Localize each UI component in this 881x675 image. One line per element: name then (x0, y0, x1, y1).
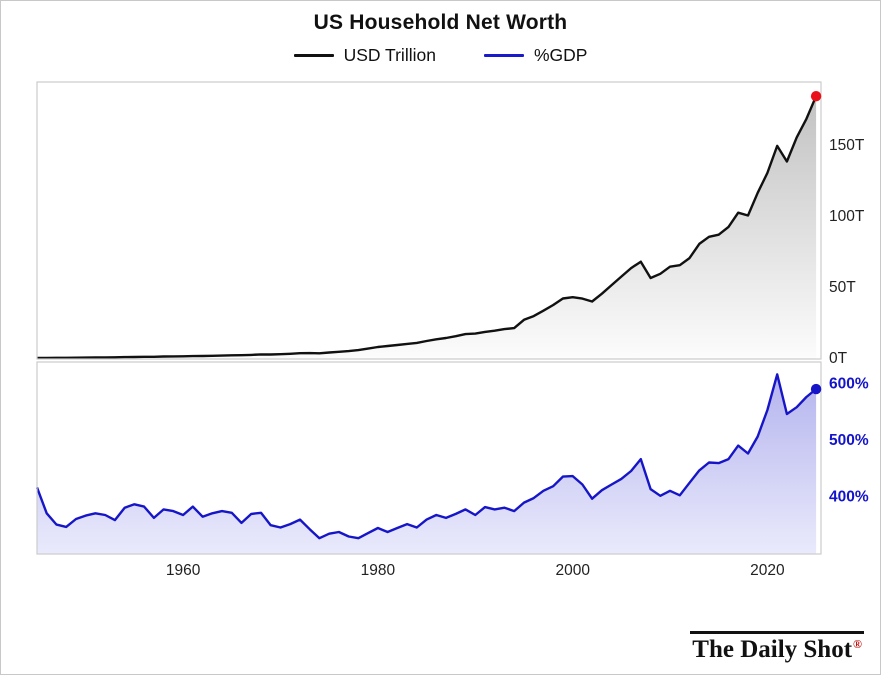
end-point-dot (810, 91, 822, 102)
legend: USD Trillion %GDP (1, 45, 880, 66)
daily-shot-text: The Daily Shot (692, 636, 853, 663)
series-line (35, 373, 817, 540)
x-tick-label: 2000 (555, 562, 590, 579)
chart-panels: 0T 50T 100T 150T 400% 500% 600% 1960 1980 2000 202… (1, 72, 880, 589)
end-point-dot (810, 383, 822, 395)
panel-border (36, 361, 822, 555)
y-tick-label: 50T (829, 279, 856, 296)
gdp-line-icon (483, 53, 524, 58)
panel-usd-trillion: 0T 50T 100T 150T (36, 81, 865, 367)
x-tick-label: 1980 (361, 562, 396, 579)
legend-label-usd-trillion: USD Trillion (343, 45, 436, 65)
y-tick-label: 500% (829, 432, 869, 449)
y-tick-label: 600% (829, 376, 869, 393)
chart-title: US Household Net Worth (313, 11, 568, 34)
y-tick-label: 150T (829, 137, 865, 154)
y-tick-label: 400% (829, 489, 869, 506)
area-fill (37, 374, 817, 554)
y-tick-label: 100T (829, 208, 865, 225)
y-tick-label: 0T (829, 350, 848, 367)
net-worth-chart: 0T 50T 100T 150T 400% 500% 600% 1960 1980 2000 202… (35, 81, 869, 579)
registered-mark-icon: ® (853, 636, 862, 651)
x-tick-label: 1960 (166, 562, 201, 579)
daily-shot-logo: The Daily Shot® (690, 631, 864, 664)
legend-label-gdp: %GDP (533, 45, 588, 65)
series-line (36, 95, 818, 360)
legend-item-usd-trillion: USD Trillion (293, 45, 436, 66)
x-tick-label: 2020 (750, 562, 785, 579)
panel--gdp: 400% 500% 600% (35, 361, 869, 555)
panel-border (36, 81, 822, 360)
area-fill (37, 96, 817, 359)
usd-trillion-line-icon (293, 53, 334, 58)
legend-item-gdp: %GDP (483, 45, 588, 66)
